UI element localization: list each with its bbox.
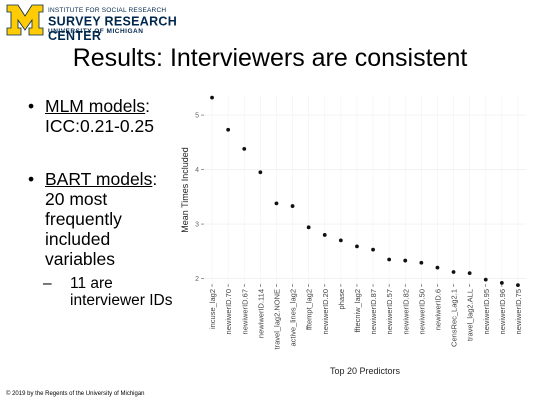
x-tick-label: fftempt_lag2 — [305, 289, 314, 330]
x-tick-label: newiwerID.67 — [240, 289, 249, 334]
x-tick-label: newiwerID.96 — [498, 289, 507, 334]
data-point — [371, 247, 375, 252]
x-tick-label: newiwerID.114 — [256, 289, 265, 338]
data-point — [403, 258, 408, 263]
x-tick-label: newiwerID.50 — [417, 289, 426, 334]
x-tick-label: newiwerID.70 — [224, 289, 233, 334]
data-point — [355, 244, 359, 249]
x-tick-label: active_lines_lag2 — [289, 289, 298, 347]
x-tick-label: newiwerID.6 — [433, 289, 442, 330]
block-m-logo-icon — [6, 4, 44, 36]
data-point — [226, 127, 231, 132]
sub-bullet-text: 11 are interviewer IDs — [70, 275, 173, 309]
x-axis-label: Top 20 Predictors — [330, 366, 401, 376]
institute-line: INSTITUTE FOR SOCIAL RESEARCH — [48, 7, 167, 14]
university-name: UNIVERSITY OF MICHIGAN — [48, 28, 144, 35]
y-tick-label: 2 — [195, 276, 199, 283]
dash-icon: – — [43, 275, 52, 292]
bullet-bart-label: BART models — [45, 169, 153, 189]
y-tick-label: 3 — [195, 222, 199, 229]
data-point — [499, 281, 504, 285]
data-point — [306, 225, 311, 230]
x-tick-label: travel_lag2.ALL — [466, 289, 475, 341]
data-point — [451, 270, 456, 274]
x-tick-label: incuse_lag2 — [208, 289, 217, 329]
copyright-footer: © 2019 by the Regents of the University … — [6, 391, 145, 397]
data-point — [290, 204, 295, 208]
data-point — [387, 257, 392, 262]
slide-title: Results: Interviewers are consistent — [72, 44, 468, 72]
x-tick-label: newiwerID.82 — [401, 289, 410, 334]
bullet-mlm-label: MLM models — [45, 96, 146, 116]
x-tick-label: newiwerID.95 — [482, 289, 491, 334]
y-tick-label: 5 — [195, 113, 199, 120]
data-point — [338, 238, 343, 243]
bullet-mlm: • MLM models: ICC:0.21-0.25 — [28, 96, 178, 136]
bullet-list: • MLM models: ICC:0.21-0.25 • BART model… — [28, 96, 178, 309]
data-point — [467, 271, 472, 276]
data-point — [483, 277, 488, 282]
university-logo: INSTITUTE FOR SOCIAL RESEARCH SURVEY RES… — [6, 4, 206, 43]
y-axis-label: Mean Times Included — [180, 147, 190, 233]
x-tick-label: travel_lag2.NONE — [272, 289, 281, 349]
data-point — [419, 260, 424, 265]
x-tick-label: CensRec_Lag2.1 — [450, 289, 459, 347]
predictor-chart: 2 3 4 5 Mean Times Included incuse_lag2 newiwe… — [172, 90, 528, 390]
sub-bullet-interviewer-ids: – 11 are interviewer IDs — [28, 275, 178, 309]
data-point — [210, 95, 214, 100]
bullet-bart: • BART models: 20 most frequently includ… — [28, 169, 178, 269]
x-tick-label: newiwerID.20 — [321, 289, 330, 334]
data-point — [322, 233, 327, 237]
bullet-mlm-text: : ICC:0.21-0.25 — [45, 96, 154, 136]
x-tick-label: newiwerID.75 — [514, 289, 523, 334]
bullet-bart-text: : 20 most frequently included variables — [45, 169, 158, 269]
x-tick-label: newiwerID.87 — [369, 289, 378, 334]
x-tick-label: fftecniw_lag2 — [353, 289, 362, 333]
center-name: SURVEY RESEARCH CENTER — [48, 14, 178, 44]
x-tick-label: phase — [337, 289, 346, 309]
data-point — [258, 170, 263, 175]
plot-panel — [204, 96, 526, 284]
chart-svg: 2 3 4 5 Mean Times Included incuse_lag2 newiwe… — [180, 95, 526, 376]
data-point — [516, 283, 520, 287]
data-point — [242, 146, 247, 151]
data-point — [435, 265, 440, 270]
y-tick-label: 4 — [195, 167, 199, 174]
bullet-dot-icon: • — [28, 169, 35, 189]
data-point — [274, 201, 279, 206]
x-tick-label: newiwerID.57 — [385, 289, 394, 334]
bullet-dot-icon: • — [28, 96, 35, 116]
